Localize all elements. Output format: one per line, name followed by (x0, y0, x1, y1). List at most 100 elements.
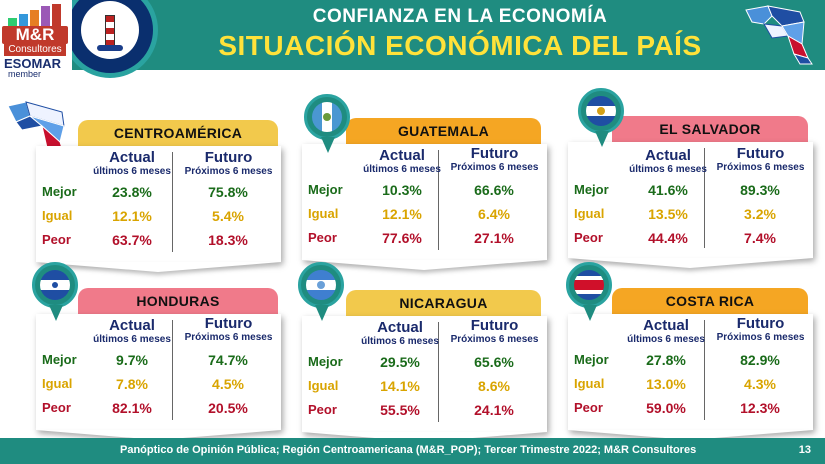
value-actual-peor: 77.6% (382, 230, 422, 246)
costa-rica-flag-pin-icon (566, 262, 612, 321)
col-futuro-header: Futuro Próximos 6 meses (184, 315, 273, 344)
row-label-mejor: Mejor (574, 352, 609, 367)
column-divider (704, 320, 705, 420)
card-honduras: HONDURAS Actual últimos 6 meses Futuro Pró… (36, 288, 281, 440)
row-label-mejor: Mejor (574, 182, 609, 197)
value-actual-mejor: 27.8% (646, 352, 686, 368)
member-label: member (8, 69, 42, 79)
value-futuro-mejor: 89.3% (740, 182, 780, 198)
card-body: Actual últimos 6 meses Futuro Próximos 6 m… (568, 314, 813, 430)
col-futuro-header: Futuro Próximos 6 meses (450, 145, 539, 174)
value-futuro-igual: 3.2% (744, 206, 776, 222)
honduras-flag-pin-icon (32, 262, 78, 321)
value-futuro-peor: 27.1% (474, 230, 514, 246)
card-costa-rica: COSTA RICA Actual últimos 6 meses Futuro P… (568, 288, 813, 440)
col-actual-header: Actual últimos 6 meses (93, 317, 171, 346)
value-futuro-igual: 4.3% (744, 376, 776, 392)
col-futuro-header: Futuro Próximos 6 meses (184, 149, 273, 178)
lighthouse-logo (62, 0, 158, 78)
card-body: Actual últimos 6 meses Futuro Próximos 6 m… (568, 142, 813, 258)
row-label-mejor: Mejor (42, 352, 77, 367)
column-divider (172, 320, 173, 420)
col-actual-header: Actual últimos 6 meses (93, 149, 171, 178)
el-salvador-flag-pin-icon (578, 88, 624, 147)
column-divider (438, 150, 439, 250)
card-centroamerica: CENTROAMÉRICA Actual últimos 6 meses Futu… (36, 120, 281, 272)
col-actual-header: Actual últimos 6 meses (363, 147, 441, 176)
value-actual-peor: 82.1% (112, 400, 152, 416)
value-futuro-mejor: 82.9% (740, 352, 780, 368)
footer-bar: Panóptico de Opinión Pública; Región Cen… (0, 438, 825, 464)
value-actual-mejor: 9.7% (116, 352, 148, 368)
column-divider (172, 152, 173, 252)
guatemala-flag-pin-icon (304, 94, 350, 153)
card-body: Actual últimos 6 meses Futuro Próximos 6 m… (302, 316, 547, 432)
row-label-igual: Igual (42, 208, 73, 223)
value-actual-igual: 12.1% (112, 208, 152, 224)
lighthouse-base (97, 45, 123, 51)
card-title: CENTROAMÉRICA (78, 120, 278, 146)
value-futuro-peor: 18.3% (208, 232, 248, 248)
lighthouse-logo-inner (81, 1, 139, 59)
row-label-peor: Peor (42, 232, 71, 247)
value-futuro-peor: 20.5% (208, 400, 248, 416)
value-futuro-igual: 4.5% (212, 376, 244, 392)
costa-rica-flag-icon (574, 270, 604, 300)
card-el-salvador: EL SALVADOR Actual últimos 6 meses Futuro… (568, 116, 813, 268)
row-label-peor: Peor (42, 400, 71, 415)
row-label-mejor: Mejor (42, 184, 77, 199)
value-actual-igual: 14.1% (380, 378, 420, 394)
esomar-label: ESOMAR (4, 56, 62, 71)
central-america-map-icon (745, 5, 813, 65)
mr-consultores-logo: M&R Consultores ESOMAR member (0, 0, 72, 79)
value-futuro-peor: 24.1% (474, 402, 514, 418)
page-title-line1: CONFIANZA EN LA ECONOMÍA (312, 6, 608, 27)
value-actual-peor: 59.0% (646, 400, 686, 416)
value-actual-igual: 13.5% (648, 206, 688, 222)
mr-brand-sub: Consultores (4, 44, 66, 56)
col-futuro-header: Futuro Próximos 6 meses (716, 145, 805, 174)
bar-chart-icon (8, 4, 64, 26)
col-actual-header: Actual últimos 6 meses (627, 317, 705, 346)
value-futuro-igual: 6.4% (478, 206, 510, 222)
card-guatemala: GUATEMALA Actual últimos 6 meses Futuro Pr… (302, 118, 547, 270)
lighthouse-icon (105, 15, 115, 47)
row-label-peor: Peor (308, 230, 337, 245)
row-label-mejor: Mejor (308, 354, 343, 369)
card-title: HONDURAS (78, 288, 278, 314)
row-label-igual: Igual (42, 376, 73, 391)
value-actual-peor: 55.5% (380, 402, 420, 418)
value-futuro-igual: 5.4% (212, 208, 244, 224)
value-futuro-mejor: 66.6% (474, 182, 514, 198)
col-futuro-header: Futuro Próximos 6 meses (450, 317, 539, 346)
card-body: Actual últimos 6 meses Futuro Próximos 6 m… (36, 314, 281, 430)
value-futuro-peor: 12.3% (740, 400, 780, 416)
value-actual-mejor: 23.8% (112, 184, 152, 200)
value-actual-igual: 7.8% (116, 376, 148, 392)
row-label-peor: Peor (308, 402, 337, 417)
guatemala-flag-icon (312, 102, 342, 132)
card-title: GUATEMALA (346, 118, 541, 144)
page-title-line2: SITUACIÓN ECONÓMICA DEL PAÍS (218, 30, 702, 61)
row-label-igual: Igual (308, 378, 339, 393)
col-actual-header: Actual últimos 6 meses (361, 319, 439, 348)
value-futuro-peor: 7.4% (744, 230, 776, 246)
column-divider (704, 148, 705, 248)
value-actual-mejor: 29.5% (380, 354, 420, 370)
col-actual-header: Actual últimos 6 meses (629, 147, 707, 176)
row-label-peor: Peor (574, 230, 603, 245)
value-futuro-mejor: 74.7% (208, 352, 248, 368)
value-actual-igual: 13.0% (646, 376, 686, 392)
row-label-igual: Igual (574, 206, 605, 221)
row-label-peor: Peor (574, 400, 603, 415)
value-futuro-mejor: 75.8% (208, 184, 248, 200)
el-salvador-flag-icon (586, 96, 616, 126)
value-actual-mejor: 41.6% (648, 182, 688, 198)
mr-brand: M&R (2, 26, 68, 44)
nicaragua-flag-pin-icon (298, 262, 344, 321)
card-body: Actual últimos 6 meses Futuro Próximos 6 m… (36, 146, 281, 262)
value-actual-peor: 63.7% (112, 232, 152, 248)
row-label-igual: Igual (308, 206, 339, 221)
card-title: NICARAGUA (346, 290, 541, 316)
source-note: Panóptico de Opinión Pública; Región Cen… (120, 444, 697, 456)
